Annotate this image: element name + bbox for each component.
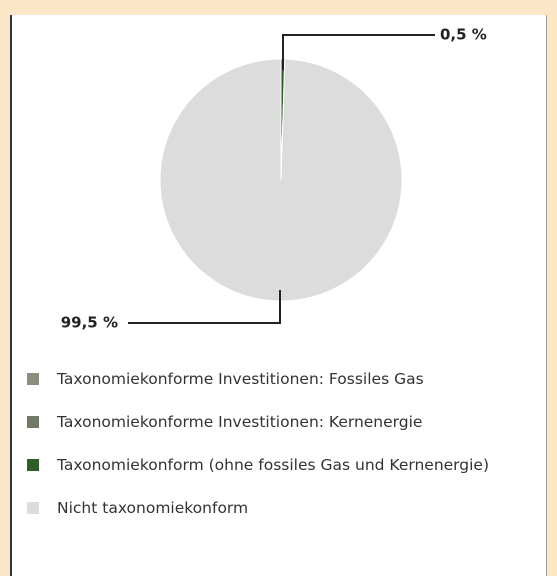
- legend-item: Nicht taxonomiekonform: [27, 493, 507, 523]
- leader-line: [282, 34, 435, 70]
- legend-label: Taxonomiekonform (ohne fossiles Gas und …: [57, 456, 490, 474]
- legend-label: Taxonomiekonforme Investitionen: Kernene…: [57, 413, 423, 431]
- leader-line: [128, 290, 281, 324]
- legend-swatch: [27, 373, 39, 385]
- legend: Taxonomiekonforme Investitionen: Fossile…: [27, 364, 507, 536]
- data-label: 0,5 %: [440, 26, 487, 44]
- legend-swatch: [27, 502, 39, 514]
- data-label: 99,5 %: [61, 314, 118, 332]
- pie-slice: [159, 58, 403, 302]
- legend-label: Nicht taxonomiekonform: [57, 499, 249, 517]
- chart: 0,5 % 99,5 %: [61, 26, 487, 332]
- legend-swatch: [27, 416, 39, 428]
- legend-swatch: [27, 459, 39, 471]
- legend-item: Taxonomiekonforme Investitionen: Kernene…: [27, 407, 507, 437]
- legend-item: Taxonomiekonform (ohne fossiles Gas und …: [27, 450, 507, 480]
- legend-item: Taxonomiekonforme Investitionen: Fossile…: [27, 364, 507, 394]
- legend-label: Taxonomiekonforme Investitionen: Fossile…: [57, 370, 424, 388]
